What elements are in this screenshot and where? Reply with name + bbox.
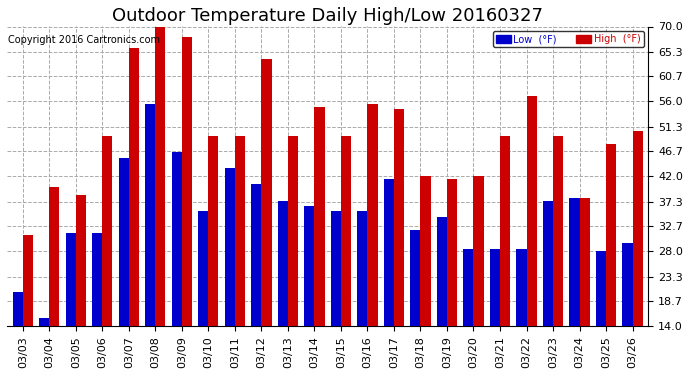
Bar — [129, 48, 139, 375]
Bar — [172, 152, 182, 375]
Bar — [331, 211, 341, 375]
Bar — [13, 291, 23, 375]
Bar — [146, 104, 155, 375]
Bar — [596, 251, 606, 375]
Bar — [102, 136, 112, 375]
Bar — [182, 37, 192, 375]
Text: Copyright 2016 Cartronics.com: Copyright 2016 Cartronics.com — [8, 36, 160, 45]
Bar — [490, 249, 500, 375]
Bar — [420, 176, 431, 375]
Bar — [198, 211, 208, 375]
Bar — [464, 249, 473, 375]
Title: Outdoor Temperature Daily High/Low 20160327: Outdoor Temperature Daily High/Low 20160… — [112, 7, 543, 25]
Bar — [39, 318, 50, 375]
Bar — [76, 195, 86, 375]
Bar — [50, 187, 59, 375]
Bar — [411, 230, 420, 375]
Bar — [500, 136, 510, 375]
Bar — [633, 131, 642, 375]
Bar — [251, 184, 262, 375]
Bar — [288, 136, 298, 375]
Legend: Low  (°F), High  (°F): Low (°F), High (°F) — [493, 32, 644, 47]
Bar — [341, 136, 351, 375]
Bar — [262, 58, 271, 375]
Bar — [447, 179, 457, 375]
Bar — [384, 179, 394, 375]
Bar — [543, 201, 553, 375]
Bar — [66, 232, 76, 375]
Bar — [304, 206, 315, 375]
Bar — [606, 144, 616, 375]
Bar — [92, 232, 102, 375]
Bar — [569, 198, 580, 375]
Bar — [278, 201, 288, 375]
Bar — [23, 236, 33, 375]
Bar — [473, 176, 484, 375]
Bar — [553, 136, 563, 375]
Bar — [516, 249, 526, 375]
Bar — [119, 158, 129, 375]
Bar — [394, 110, 404, 375]
Bar — [225, 168, 235, 375]
Bar — [155, 27, 166, 375]
Bar — [368, 104, 377, 375]
Bar — [580, 198, 590, 375]
Bar — [208, 136, 219, 375]
Bar — [526, 96, 537, 375]
Bar — [235, 136, 245, 375]
Bar — [437, 217, 447, 375]
Bar — [315, 107, 324, 375]
Bar — [357, 211, 368, 375]
Bar — [622, 243, 633, 375]
